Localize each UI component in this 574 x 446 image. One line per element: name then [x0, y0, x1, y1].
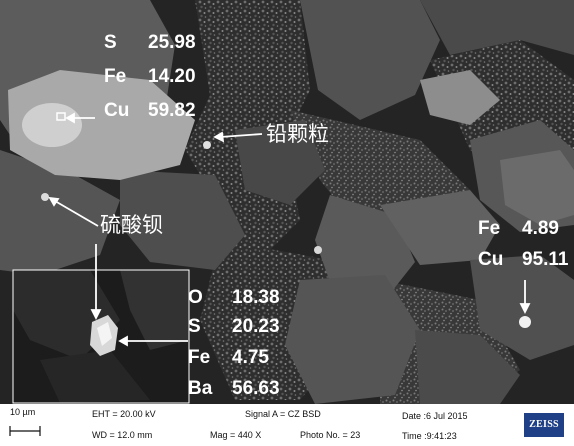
label-ba-3: Ba 56.63 — [188, 379, 280, 398]
element-symbol: Fe — [188, 347, 211, 368]
gray-grain — [120, 170, 245, 270]
gray-grain — [285, 275, 420, 404]
element-symbol: Ba — [188, 378, 213, 399]
label-cu-1: Cu 59.82 — [104, 101, 196, 120]
element-symbol: S — [104, 32, 117, 53]
scale-bar — [9, 426, 41, 436]
bright-phase — [420, 70, 500, 125]
bright-phase — [8, 70, 195, 180]
gray-grain — [500, 150, 574, 225]
o-value-3: 18.38 — [232, 287, 280, 308]
sem-micrograph — [0, 0, 574, 404]
wd-value: WD = 12.0 mm — [92, 430, 153, 440]
zeiss-logo: ZEISS — [524, 413, 564, 437]
cu-fe-particle — [519, 316, 531, 328]
element-symbol: Cu — [478, 249, 504, 270]
gray-grain — [300, 0, 440, 120]
lead-particle-label: 铅颗粒 — [266, 122, 329, 146]
eht-value: EHT = 20.00 kV — [92, 409, 156, 419]
gray-grain — [0, 150, 120, 275]
element-symbol: Fe — [104, 66, 127, 87]
barium-sulfate-grain — [41, 193, 49, 201]
signal-value: Signal A = CZ BSD — [245, 409, 321, 419]
label-fe-3: Fe 4.75 — [188, 348, 269, 367]
cu-value-2: 95.11 — [522, 249, 569, 270]
label-s-1: S 25.98 — [104, 33, 196, 52]
element-symbol: Cu — [104, 100, 130, 121]
sem-data-bar: 10 µm EHT = 20.00 kV WD = 12.0 mm Signal… — [0, 404, 574, 446]
mag-value: Mag = 440 X — [210, 430, 262, 440]
date-value: Date :6 Jul 2015 — [402, 411, 468, 421]
lead-particle-grain — [203, 141, 211, 149]
time-value: Time :9:41:23 — [402, 431, 457, 441]
gray-grain — [315, 195, 415, 300]
s-value-3: 20.23 — [232, 316, 280, 337]
element-symbol: Fe — [478, 218, 501, 239]
scale-bar-label: 10 µm — [10, 407, 36, 417]
element-symbol: O — [188, 287, 203, 308]
s-value-1: 25.98 — [148, 32, 196, 53]
label-s-3: S 20.23 — [188, 317, 280, 336]
arrows — [48, 112, 531, 347]
spot-marker — [56, 112, 66, 121]
fe-value-1: 14.20 — [148, 66, 196, 87]
gray-grain — [415, 330, 520, 404]
label-fe-2: Fe 4.89 — [478, 219, 559, 238]
element-symbol: S — [188, 316, 201, 337]
photo-no-value: Photo No. = 23 — [300, 430, 361, 440]
gray-grain — [420, 0, 574, 55]
label-o-3: O 18.38 — [188, 288, 280, 307]
label-fe-1: Fe 14.20 — [104, 67, 196, 86]
label-cu-2: Cu 95.11 — [478, 250, 569, 269]
fe-value-2: 4.89 — [522, 218, 559, 239]
bright-speck — [314, 246, 322, 254]
bright-phase — [22, 103, 82, 147]
gray-grain — [235, 120, 325, 205]
cu-value-1: 59.82 — [148, 100, 196, 121]
fe-value-3: 4.75 — [232, 347, 269, 368]
barium-sulfate-label: 硫酸钡 — [100, 213, 163, 237]
inset-image — [12, 269, 190, 404]
gray-grain — [380, 190, 500, 265]
ba-value-3: 56.63 — [232, 378, 280, 399]
